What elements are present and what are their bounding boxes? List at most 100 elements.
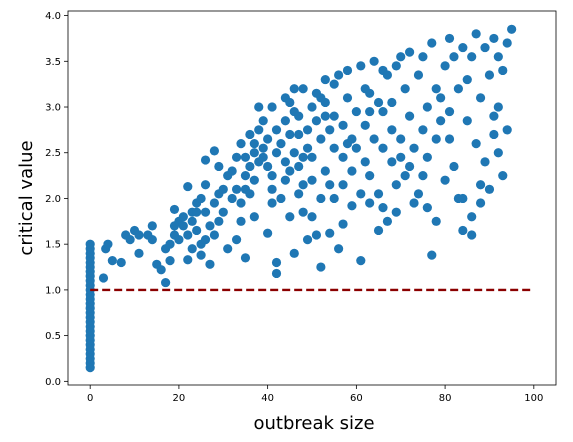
data-point bbox=[147, 221, 157, 231]
data-point bbox=[200, 235, 211, 245]
data-point bbox=[178, 221, 188, 231]
data-point bbox=[223, 244, 233, 254]
data-point bbox=[249, 212, 259, 222]
data-point bbox=[245, 129, 255, 140]
data-point bbox=[475, 93, 486, 103]
data-point bbox=[200, 180, 211, 190]
data-point bbox=[347, 166, 357, 176]
data-point bbox=[338, 120, 348, 130]
data-point bbox=[365, 198, 375, 208]
data-point bbox=[325, 228, 335, 238]
data-point bbox=[240, 253, 251, 263]
data-point bbox=[507, 24, 517, 34]
data-point bbox=[165, 256, 175, 266]
data-point bbox=[214, 216, 224, 226]
data-point bbox=[440, 61, 450, 71]
data-point bbox=[431, 216, 441, 226]
data-point bbox=[338, 219, 348, 229]
data-point bbox=[382, 70, 393, 80]
data-point bbox=[316, 93, 326, 103]
data-point bbox=[347, 134, 357, 144]
y-tick-label: 2.0 bbox=[45, 194, 61, 205]
data-point bbox=[285, 97, 295, 108]
data-point bbox=[467, 212, 477, 222]
data-point bbox=[134, 248, 144, 258]
data-point bbox=[231, 184, 242, 194]
data-point bbox=[396, 52, 406, 62]
data-point bbox=[271, 125, 282, 135]
data-point bbox=[400, 84, 410, 94]
data-point bbox=[267, 198, 277, 208]
data-point bbox=[218, 207, 228, 217]
data-point bbox=[316, 262, 326, 272]
data-point bbox=[453, 84, 463, 94]
data-point bbox=[271, 268, 282, 279]
data-point bbox=[360, 157, 370, 167]
data-point bbox=[365, 170, 375, 181]
y-axis-label: critical value bbox=[16, 140, 37, 255]
data-point bbox=[431, 84, 441, 94]
data-point bbox=[475, 180, 486, 190]
data-point bbox=[493, 148, 503, 158]
data-point bbox=[422, 203, 432, 213]
data-point bbox=[316, 193, 326, 204]
data-point bbox=[405, 47, 415, 57]
data-point bbox=[174, 235, 184, 245]
data-point bbox=[338, 152, 348, 162]
data-point bbox=[320, 111, 330, 121]
data-point bbox=[169, 204, 180, 215]
y-tick-label: 0.0 bbox=[45, 377, 61, 388]
data-point bbox=[484, 70, 495, 80]
data-point bbox=[351, 106, 361, 117]
data-point bbox=[427, 250, 437, 260]
data-point bbox=[467, 230, 477, 240]
data-point bbox=[378, 143, 388, 153]
y-tick-label: 3.0 bbox=[45, 103, 61, 114]
data-point bbox=[444, 134, 455, 144]
data-point bbox=[307, 152, 317, 162]
data-point bbox=[431, 134, 441, 144]
data-point bbox=[249, 138, 259, 149]
data-point bbox=[223, 170, 233, 181]
data-point bbox=[436, 93, 446, 103]
data-point bbox=[502, 125, 512, 135]
data-point bbox=[298, 180, 308, 190]
axes-frame bbox=[67, 10, 557, 386]
data-point bbox=[307, 102, 317, 112]
data-point bbox=[413, 70, 424, 80]
data-point bbox=[409, 198, 419, 208]
data-point bbox=[294, 161, 304, 172]
data-point bbox=[209, 198, 219, 208]
data-point bbox=[227, 193, 237, 204]
data-point bbox=[240, 152, 251, 162]
data-point bbox=[373, 189, 384, 199]
data-point bbox=[289, 148, 299, 158]
data-point bbox=[444, 33, 455, 44]
data-point bbox=[489, 111, 499, 121]
data-point bbox=[405, 111, 415, 121]
data-point bbox=[329, 111, 339, 121]
data-point bbox=[302, 143, 313, 153]
data-point bbox=[458, 225, 468, 236]
data-point bbox=[165, 239, 175, 249]
data-point bbox=[334, 244, 344, 254]
data-point bbox=[267, 184, 277, 194]
data-point bbox=[254, 102, 264, 112]
data-point bbox=[205, 221, 215, 231]
data-point bbox=[289, 84, 299, 94]
data-point bbox=[245, 161, 255, 172]
data-point bbox=[196, 193, 206, 204]
data-point bbox=[365, 106, 375, 117]
data-point bbox=[493, 52, 503, 62]
data-point bbox=[231, 235, 242, 245]
data-point bbox=[387, 157, 397, 167]
data-point bbox=[263, 161, 273, 172]
data-point bbox=[418, 52, 428, 62]
points-layer bbox=[85, 24, 517, 373]
data-point bbox=[276, 193, 286, 204]
data-point bbox=[143, 230, 153, 240]
data-point bbox=[85, 239, 95, 249]
data-point bbox=[382, 216, 393, 226]
data-point bbox=[294, 189, 304, 199]
y-tick-label: 0.5 bbox=[45, 331, 61, 342]
